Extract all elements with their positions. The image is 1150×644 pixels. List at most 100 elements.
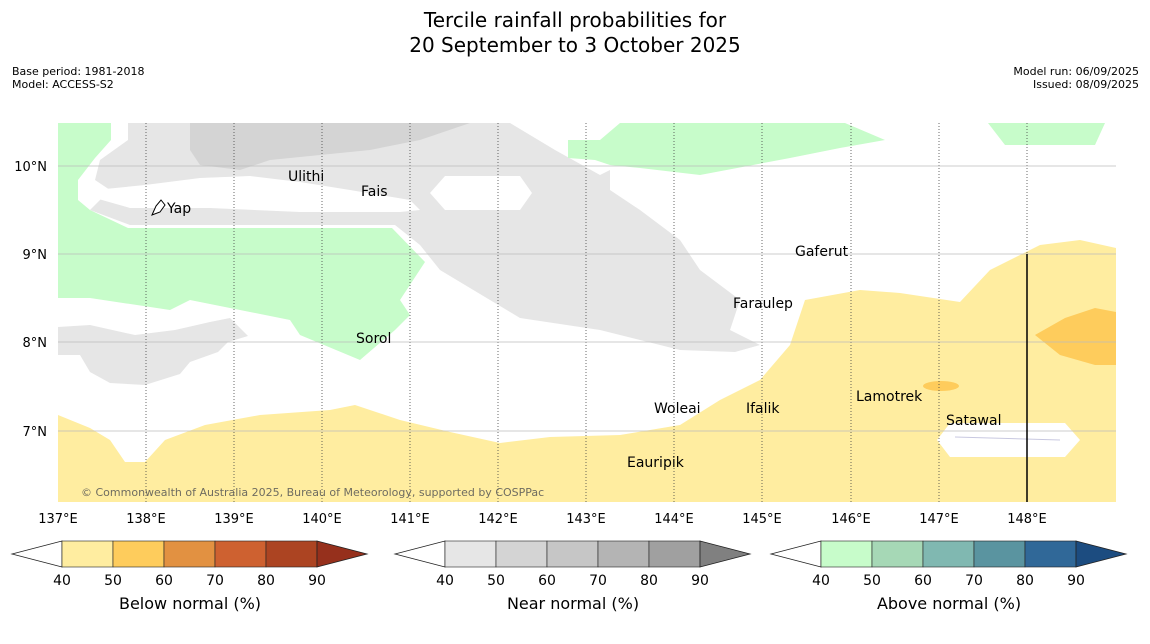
near-normal-region-west [58,318,248,385]
white-gap-south [937,423,1080,457]
lon-tick-label: 142°E [478,512,518,527]
place-labels: Ulithi Fais Yap Gaferut Faraulep Sorol Woleai I… [166,169,1001,471]
colorbar-tick-label: 40 [436,573,454,589]
lon-tick-label: 145°E [742,512,782,527]
colorbar-segment [214,540,267,568]
colorbar-under-triangle [10,540,63,568]
issued-date: Issued: 08/09/2025 [1032,78,1139,91]
lon-tick-label: 147°E [919,512,959,527]
map-area [58,123,1116,502]
colorbar-segment [265,540,318,568]
place-label-sorol: Sorol [356,331,391,347]
axis-labels: 137°E 138°E 139°E 140°E 141°E 142°E 143°E 144°E… [14,160,1047,527]
colorbar-segment [871,540,924,568]
colorbar-segment [546,540,599,568]
colorbar-segment [112,540,165,568]
colorbar-segment [597,540,650,568]
colorbar-segment [163,540,216,568]
lat-tick-label: 8°N [23,336,48,351]
place-label-gaferut: Gaferut [795,244,849,260]
yap-island-shape [151,199,166,216]
lon-tick-label: 140°E [302,512,342,527]
colorbar-below: 40 50 60 70 80 90 [10,540,369,589]
white-gap-north-1 [95,176,420,212]
lon-tick-label: 138°E [126,512,166,527]
metadata-right: Model run: 06/09/2025 Issued: 08/09/2025 [1013,65,1139,91]
colorbar-segment [1024,540,1077,568]
lon-tick-label: 144°E [654,512,694,527]
colorbar-tick-label: 90 [691,573,709,589]
copyright-notice: © Commonwealth of Australia 2025, Bureau… [81,486,544,499]
colorbar-tick-label: 80 [257,573,275,589]
colorbar-tick-label: 50 [863,573,881,589]
colorbar-tick-label: 70 [589,573,607,589]
lat-tick-label: 10°N [14,160,47,175]
colorbar-label-near: Near normal (%) [506,594,640,613]
metadata-left: Base period: 1981-2018 Model: ACCESS-S2 [12,65,144,91]
map-title: Tercile rainfall probabilities for 20 Se… [0,8,1150,58]
lat-tick-label: 9°N [23,248,48,263]
lat-tick-label: 7°N [23,425,48,440]
below-normal-region [58,240,1116,502]
below-normal-region-50 [1035,308,1116,365]
lon-tick-label: 139°E [214,512,254,527]
model-run: Model run: 06/09/2025 [1013,65,1139,78]
above-normal-region-west [58,123,425,360]
colorbar-tick-label: 40 [53,573,71,589]
place-label-yap: Yap [166,201,191,217]
lon-tick-label: 141°E [390,512,430,527]
colorbar-tick-label: 60 [538,573,556,589]
colorbars: 40 50 60 70 80 90 40 50 60 70 80 90 40 50 60 70 80 90 [10,540,1128,589]
colorbar-tick-label: 80 [1016,573,1034,589]
colorbar-tick-label: 90 [308,573,326,589]
colorbar-label-above: Above normal (%) [876,594,1022,613]
colorbar-segment [648,540,701,568]
place-label-faraulep: Faraulep [733,296,793,312]
place-label-satawal: Satawal [946,413,1001,429]
colorbar-tick-label: 60 [914,573,932,589]
colorbar-segment [820,540,873,568]
colorbar-near: 40 50 60 70 80 90 [393,540,752,589]
place-label-eauripik: Eauripik [627,455,685,471]
colorbar-over-triangle [699,540,752,568]
lon-tick-label: 146°E [831,512,871,527]
colorbar-segment [922,540,975,568]
place-label-fais: Fais [361,184,388,200]
base-period: Base period: 1981-2018 [12,65,145,78]
near-normal-region-50-north [190,123,470,170]
colorbar-label-below: Below normal (%) [118,594,262,613]
colorbar-segment [495,540,548,568]
white-gap-north-2 [430,176,532,210]
title-line-1: Tercile rainfall probabilities for [423,8,727,32]
colorbar-segment [444,540,497,568]
colorbar-above: 40 50 60 70 80 90 [769,540,1128,589]
below-normal-region-50-small [923,381,959,391]
above-normal-region-north [568,123,885,175]
colorbar-tick-label: 80 [640,573,658,589]
place-label-woleai: Woleai [654,401,701,417]
colorbar-over-triangle [1075,540,1128,568]
colorbar-under-triangle [393,540,446,568]
colorbar-tick-label: 50 [104,573,122,589]
title-line-2: 20 September to 3 October 2025 [409,33,741,57]
colorbar-tick-label: 60 [155,573,173,589]
colorbar-segment [973,540,1026,568]
colorbar-segment [61,540,114,568]
colorbar-under-triangle [769,540,822,568]
lon-tick-label: 148°E [1007,512,1047,527]
colorbar-tick-label: 40 [812,573,830,589]
colorbar-tick-label: 70 [965,573,983,589]
place-label-lamotrek: Lamotrek [856,389,923,405]
lon-tick-label: 137°E [38,512,78,527]
place-label-ifalik: Ifalik [746,401,780,417]
colorbar-tick-label: 50 [487,573,505,589]
model-name: Model: ACCESS-S2 [12,78,114,91]
contour-line [954,436,1061,441]
colorbar-tick-label: 90 [1067,573,1085,589]
place-label-ulithi: Ulithi [288,169,324,185]
colorbar-tick-label: 70 [206,573,224,589]
colorbar-over-triangle [316,540,369,568]
above-normal-region-northeast [988,123,1105,145]
lon-tick-label: 143°E [566,512,606,527]
